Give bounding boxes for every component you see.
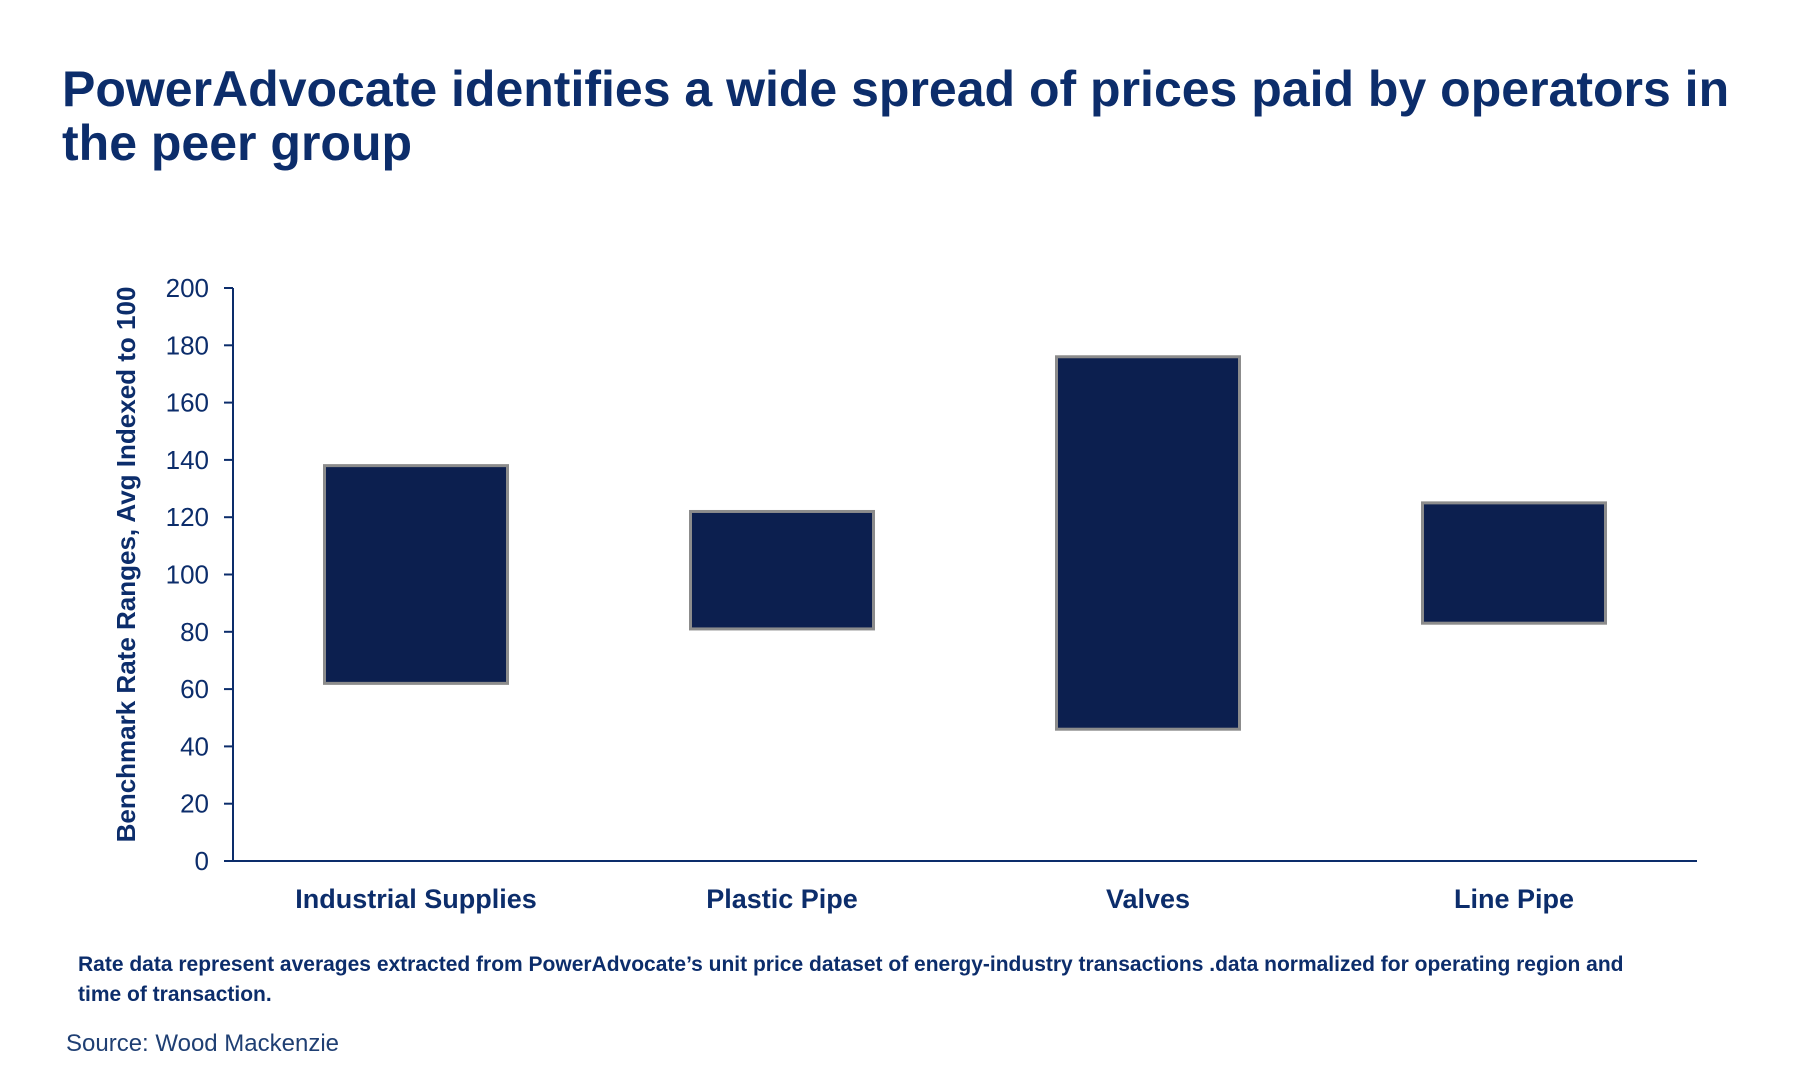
y-tick-label: 200 [166,273,209,303]
x-category-label: Plastic Pipe [706,884,858,914]
bars [323,355,1607,731]
x-category-label: Industrial Supplies [295,884,537,914]
y-axis-title: Benchmark Rate Ranges, Avg Indexed to 10… [111,287,141,843]
chart-title: PowerAdvocate identifies a wide spread o… [62,61,1730,171]
y-tick-label: 20 [180,789,209,819]
range-bar [323,464,509,685]
y-tick-label: 80 [180,617,209,647]
y-axis: 0 20 40 60 80 100 120 140 160 180 200 [166,273,234,876]
y-tick-label: 140 [166,445,209,475]
source-note: Source: Wood Mackenzie [66,1030,340,1057]
y-tick-label: 60 [180,674,209,704]
y-tick-label: 40 [180,731,209,761]
x-category-label: Valves [1106,884,1190,914]
range-bar [1055,355,1241,731]
range-bar-chart: 0 20 40 60 80 100 120 140 160 180 200 Industrial S… [111,273,1697,914]
range-bar [689,509,875,631]
footnote: Rate data represent averages extracted f… [78,953,1624,1006]
y-tick-label: 160 [166,388,209,418]
x-category-label: Line Pipe [1454,884,1574,914]
y-tick-label: 180 [166,330,209,360]
y-tick-label: 120 [166,502,209,532]
y-tick-label: 100 [166,560,209,590]
range-bar [1421,501,1607,625]
y-tick-label: 0 [195,846,209,876]
x-axis: Industrial Supplies Plastic Pipe Valves Lin… [233,860,1697,914]
